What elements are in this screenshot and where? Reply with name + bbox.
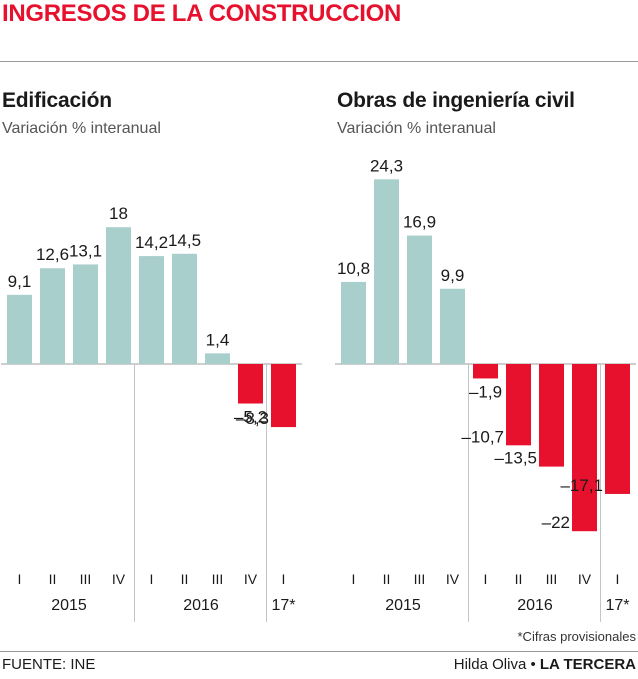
data-label: –5,2 <box>234 408 267 427</box>
data-label: –22 <box>542 513 570 532</box>
tick-label: III <box>546 571 558 587</box>
group-label: 2015 <box>51 597 87 614</box>
bar-obras <box>374 179 399 364</box>
chart-title-edificacion: Edificación <box>2 89 112 112</box>
page-title: INGRESOS DE LA CONSTRUCCION <box>2 0 402 27</box>
data-label: –13,5 <box>494 449 537 468</box>
bottom-divider <box>0 651 638 652</box>
group-label: 17* <box>271 597 295 614</box>
bar-obras <box>506 364 531 446</box>
bar-edificacion <box>106 227 131 364</box>
bar-obras <box>539 364 564 467</box>
data-label: –10,7 <box>461 427 504 446</box>
tick-label: IV <box>112 571 126 587</box>
data-label: 9,9 <box>441 266 465 285</box>
top-divider <box>0 61 638 62</box>
data-label: –8,3 <box>236 409 269 428</box>
group-label: 2015 <box>385 597 421 614</box>
tick-label: I <box>150 571 154 587</box>
tick-label: IV <box>446 571 460 587</box>
tick-label: I <box>616 571 620 587</box>
tick-label: III <box>414 571 426 587</box>
data-label: 24,3 <box>370 156 403 175</box>
data-label: 12,6 <box>36 245 69 264</box>
tick-label: I <box>282 571 286 587</box>
bar-obras <box>440 288 465 364</box>
data-label: 9,1 <box>8 272 32 291</box>
data-label: 18 <box>109 204 128 223</box>
credit-outlet: LA TERCERA <box>539 656 636 673</box>
group-label: 17* <box>605 597 629 614</box>
data-label: 14,2 <box>135 233 168 252</box>
bar-edificacion <box>271 364 296 428</box>
data-label: 10,8 <box>337 259 370 278</box>
data-label: –1,9 <box>469 382 502 401</box>
bar-edificacion <box>73 264 98 364</box>
tick-label: II <box>49 571 57 587</box>
chart-title-obras: Obras de ingeniería civil <box>337 89 575 112</box>
credit-author: Hilda Oliva <box>453 656 527 673</box>
tick-label: IV <box>244 571 258 587</box>
source-text: FUENTE: INE <box>2 656 96 673</box>
tick-label: I <box>352 571 356 587</box>
tick-label: IV <box>578 571 592 587</box>
tick-label: III <box>80 571 92 587</box>
bar-edificacion <box>139 256 164 364</box>
data-label: 13,1 <box>69 241 102 260</box>
data-label: 16,9 <box>403 213 436 232</box>
bar-obras <box>407 235 432 364</box>
bar-obras <box>341 281 366 364</box>
chart-subtitle-obras: Variación % interanual <box>337 120 496 137</box>
group-label: 2016 <box>517 597 553 614</box>
data-label: 14,5 <box>168 231 201 250</box>
bar-edificacion <box>7 294 32 364</box>
tick-label: II <box>181 571 189 587</box>
group-label: 2016 <box>183 597 219 614</box>
bar-edificacion <box>238 364 263 404</box>
tick-label: I <box>484 571 488 587</box>
credit-separator: • <box>526 656 540 673</box>
bar-obras <box>473 364 498 379</box>
bar-edificacion <box>40 268 65 364</box>
chart-subtitle-edificacion: Variación % interanual <box>2 120 161 137</box>
credit: Hilda Oliva • LA TERCERA <box>454 656 636 673</box>
data-label: 1,4 <box>206 330 230 349</box>
data-label: –17,1 <box>560 476 603 495</box>
footnote: *Cifras provisionales <box>517 629 637 644</box>
bar-obras <box>605 364 630 494</box>
tick-label: I <box>18 571 22 587</box>
tick-label: II <box>383 571 391 587</box>
bar-edificacion <box>172 253 197 364</box>
tick-label: II <box>515 571 523 587</box>
bar-obras <box>572 364 597 532</box>
bar-edificacion <box>205 353 230 364</box>
tick-label: III <box>212 571 224 587</box>
